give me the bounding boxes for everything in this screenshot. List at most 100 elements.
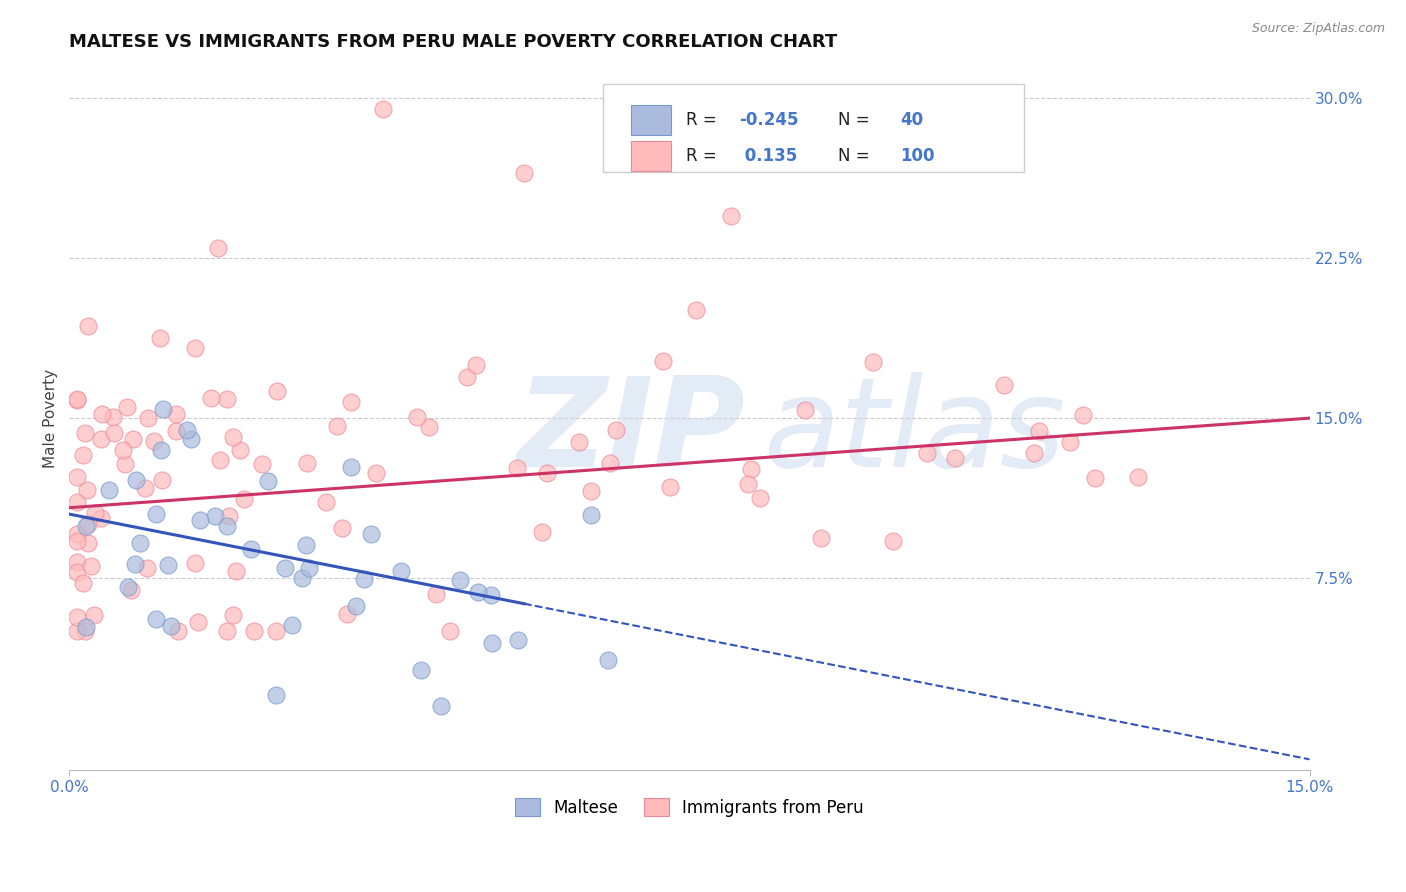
Point bbox=[1126, 470, 1149, 484]
Point bbox=[295, 538, 318, 552]
Point bbox=[418, 420, 440, 434]
Point bbox=[993, 378, 1015, 392]
Point bbox=[530, 525, 553, 540]
Point bbox=[266, 384, 288, 399]
Point bbox=[128, 535, 150, 549]
Point bbox=[165, 424, 187, 438]
Point bbox=[80, 558, 103, 573]
Point bbox=[467, 585, 489, 599]
Text: N =: N = bbox=[838, 111, 875, 128]
Point bbox=[75, 620, 97, 634]
Point bbox=[605, 423, 627, 437]
Point bbox=[439, 624, 461, 639]
Point bbox=[76, 319, 98, 334]
Point bbox=[479, 588, 502, 602]
Point bbox=[425, 587, 447, 601]
Point bbox=[101, 409, 124, 424]
Point bbox=[389, 564, 412, 578]
Text: ZIP: ZIP bbox=[516, 372, 745, 492]
Point bbox=[862, 355, 884, 369]
Point bbox=[66, 470, 89, 484]
FancyBboxPatch shape bbox=[631, 105, 671, 135]
Text: -0.245: -0.245 bbox=[740, 111, 799, 128]
Text: R =: R = bbox=[686, 111, 721, 128]
Point bbox=[159, 619, 181, 633]
Point bbox=[188, 513, 211, 527]
Point bbox=[366, 466, 388, 480]
Point bbox=[943, 451, 966, 466]
Point bbox=[298, 560, 321, 574]
Point bbox=[506, 460, 529, 475]
Point bbox=[103, 425, 125, 440]
Point bbox=[66, 526, 89, 541]
Point bbox=[274, 561, 297, 575]
Point bbox=[794, 402, 817, 417]
Point bbox=[465, 358, 488, 372]
Text: N =: N = bbox=[838, 147, 875, 165]
Text: 100: 100 bbox=[900, 147, 935, 165]
Point bbox=[406, 410, 429, 425]
Point bbox=[150, 473, 173, 487]
Point bbox=[152, 401, 174, 416]
Point bbox=[222, 607, 245, 622]
Point bbox=[1022, 446, 1045, 460]
Point bbox=[882, 533, 904, 548]
Text: R =: R = bbox=[686, 147, 721, 165]
Point bbox=[264, 624, 287, 639]
Point bbox=[117, 581, 139, 595]
Point bbox=[720, 209, 742, 223]
Point bbox=[145, 612, 167, 626]
Point bbox=[97, 483, 120, 497]
Point bbox=[536, 467, 558, 481]
Point bbox=[581, 484, 603, 499]
Point bbox=[66, 392, 89, 407]
Point bbox=[340, 394, 363, 409]
Point bbox=[748, 491, 770, 506]
Point bbox=[134, 481, 156, 495]
Point bbox=[737, 477, 759, 491]
Point bbox=[264, 689, 287, 703]
Text: 0.135: 0.135 bbox=[740, 147, 797, 165]
Point bbox=[149, 331, 172, 345]
Text: MALTESE VS IMMIGRANTS FROM PERU MALE POVERTY CORRELATION CHART: MALTESE VS IMMIGRANTS FROM PERU MALE POV… bbox=[69, 33, 838, 51]
Point bbox=[204, 509, 226, 524]
Point bbox=[291, 571, 314, 585]
FancyBboxPatch shape bbox=[603, 84, 1024, 172]
Point bbox=[135, 560, 157, 574]
Point bbox=[66, 624, 89, 639]
Point bbox=[200, 392, 222, 406]
Point bbox=[207, 241, 229, 255]
Point bbox=[599, 456, 621, 470]
Point bbox=[76, 536, 98, 550]
Point bbox=[360, 527, 382, 541]
Point bbox=[280, 618, 302, 632]
Point bbox=[90, 432, 112, 446]
Point bbox=[256, 474, 278, 488]
Point bbox=[66, 555, 89, 569]
Point bbox=[73, 624, 96, 639]
Point bbox=[187, 615, 209, 629]
Point bbox=[332, 521, 354, 535]
Point bbox=[229, 443, 252, 458]
Point bbox=[810, 531, 832, 545]
Point bbox=[568, 435, 591, 450]
Point bbox=[1073, 408, 1095, 422]
Point bbox=[124, 473, 146, 487]
Point bbox=[66, 494, 89, 508]
Point bbox=[326, 418, 349, 433]
Point bbox=[90, 510, 112, 524]
Point bbox=[240, 542, 263, 557]
Point bbox=[430, 699, 453, 714]
Point bbox=[75, 426, 97, 441]
Point bbox=[250, 457, 273, 471]
Point bbox=[373, 102, 395, 116]
Point bbox=[579, 508, 602, 522]
Point bbox=[76, 517, 98, 532]
Point bbox=[166, 624, 188, 639]
Point bbox=[915, 446, 938, 460]
Point bbox=[145, 507, 167, 521]
Point bbox=[114, 458, 136, 472]
Point bbox=[243, 624, 266, 639]
Text: 40: 40 bbox=[900, 111, 924, 128]
Point bbox=[740, 462, 762, 476]
